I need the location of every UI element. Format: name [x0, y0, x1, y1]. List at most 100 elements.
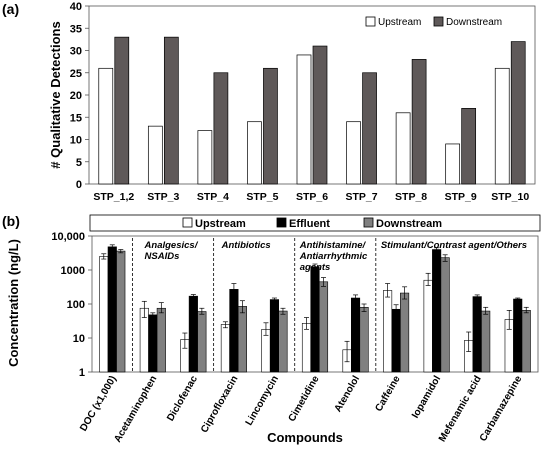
bar-effluent-mefenamic-acid: [472, 296, 482, 373]
bar-upstream-stp-8: [395, 112, 411, 185]
bar-downstream-stp-10: [510, 41, 526, 185]
x-tick-label: STP_3: [147, 191, 179, 203]
bar-effluent-iopamidol: [432, 249, 442, 373]
legend-label-upstream: Upstream: [195, 218, 246, 230]
bar-upstream-ciprofloxacin: [220, 324, 230, 373]
x-tick-label: Carbamazepine: [478, 374, 525, 444]
bar-downstream-stp-9: [461, 107, 477, 185]
legend-swatch-upstream: [182, 217, 193, 228]
y-tick-label: 1: [79, 367, 85, 379]
bar-downstream-diclofenac: [197, 311, 207, 373]
legend-swatch-effluent: [276, 217, 287, 228]
y-tick-label: 10,000: [51, 231, 85, 243]
x-tick-label: STP_10: [491, 191, 529, 203]
legend-swatch-downstream: [433, 16, 444, 27]
panel-b-label: (b): [2, 213, 20, 229]
panel-a-y-axis-title: # Qualitative Detections: [48, 21, 63, 168]
group-label: Antiarrhythmic: [299, 251, 368, 262]
bar-upstream-lincomycin: [261, 329, 271, 373]
bar-downstream-carbamazepine: [521, 310, 531, 373]
y-tick-label: 100: [67, 299, 85, 311]
bar-effluent-cimetidine: [310, 266, 320, 373]
bar-downstream-caffeine: [400, 292, 410, 373]
legend-label-upstream: Upstream: [378, 17, 421, 28]
panel-b-legend: Upstream Effluent Downstream: [182, 217, 442, 230]
legend-swatch-upstream: [365, 16, 376, 27]
y-tick-label: 10: [70, 135, 82, 147]
panel-a-legend: Upstream Downstream: [365, 16, 502, 28]
x-tick-label: STP_7: [346, 191, 378, 203]
bar-downstream-stp-1-2: [114, 36, 130, 185]
bar-effluent-caffeine: [391, 308, 401, 373]
y-tick-label: 35: [70, 23, 82, 35]
x-tick-label: STP_8: [395, 191, 427, 203]
legend-swatch-downstream: [363, 217, 374, 228]
x-tick-label: Mefenamic acid: [437, 374, 484, 444]
legend-label-downstream: Downstream: [376, 218, 442, 230]
y-tick-label: 15: [70, 112, 82, 124]
bar-downstream-stp-8: [411, 59, 427, 185]
y-tick-label: 20: [70, 90, 82, 102]
y-tick-label: 1000: [61, 265, 85, 277]
x-tick-label: Ciprofloxacin: [199, 374, 240, 435]
group-label: Stimulant/Contrast agent/Others: [381, 240, 527, 251]
y-tick-label: 25: [70, 68, 82, 80]
x-tick-label: DOC (x1,000): [78, 374, 119, 433]
bar-effluent-lincomycin: [269, 299, 280, 373]
bar-upstream-caffeine: [383, 290, 393, 373]
legend-label-downstream: Downstream: [446, 17, 502, 28]
bar-upstream-cimetidine: [301, 323, 312, 373]
group-label: Antihistamine/: [299, 240, 367, 251]
x-tick-label: Cimetidine: [287, 374, 322, 424]
panel-b-y-axis-title: Concentration (ng/L): [6, 239, 21, 367]
bar-downstream-stp-5: [263, 67, 278, 185]
panel-a: (a) # Qualitative Detections Upstream Do…: [2, 1, 536, 203]
x-tick-label: Caffeine: [373, 374, 402, 414]
x-tick-label: Acetaminophen: [112, 374, 159, 444]
bar-downstream-atenolol: [359, 306, 369, 373]
bar-upstream-stp-6: [296, 54, 312, 185]
y-tick-label: 40: [70, 1, 82, 13]
group-label: Analgesics/: [144, 240, 199, 251]
bar-downstream-mefenamic-acid: [481, 310, 491, 373]
x-tick-label: STP_4: [197, 191, 229, 203]
bar-downstream-doc-x1-000: [116, 250, 126, 373]
panel-b-marks: 1 10 100 1000 10,000 Analgesics/NSAIDs Antibio…: [51, 231, 531, 444]
y-tick-label: 5: [76, 157, 82, 169]
bar-effluent-atenolol: [350, 297, 361, 373]
bar-effluent-carbamazepine: [513, 298, 523, 373]
x-tick-label: Iopamidol: [410, 374, 443, 421]
bar-effluent-acetaminophen: [148, 314, 158, 373]
legend-label-effluent: Effluent: [289, 218, 330, 230]
x-tick-label: STP_5: [246, 191, 278, 203]
x-tick-label: STP_1,2: [93, 191, 134, 203]
bar-upstream-stp-10: [494, 67, 510, 185]
bar-upstream-doc-x1-000: [99, 256, 109, 373]
group-label: NSAIDs: [145, 251, 180, 262]
bar-downstream-cimetidine: [318, 281, 329, 373]
bar-downstream-stp-6: [312, 45, 328, 185]
bar-upstream-stp-4: [197, 130, 213, 185]
x-tick-label: STP_9: [445, 191, 477, 203]
panel-b: (b) Upstream Effluent Downstream Concent…: [2, 213, 541, 445]
y-tick-label: 0: [76, 179, 82, 191]
panel-a-label: (a): [2, 1, 19, 17]
bar-downstream-ciprofloxacin: [237, 306, 247, 373]
bar-upstream-stp-7: [346, 121, 361, 185]
bar-upstream-stp-9: [445, 143, 461, 185]
x-tick-label: Atenolol: [333, 374, 363, 414]
bar-downstream-acetaminophen: [156, 307, 166, 373]
bar-downstream-stp-3: [163, 36, 179, 185]
bar-downstream-lincomycin: [278, 310, 288, 373]
panel-b-legend-box: [89, 214, 541, 232]
bar-upstream-stp-3: [147, 125, 163, 185]
x-tick-label: Diclofenac: [165, 374, 200, 424]
bar-upstream-stp-5: [247, 121, 262, 185]
bar-downstream-iopamidol: [440, 257, 450, 373]
bar-downstream-stp-4: [213, 72, 229, 185]
x-tick-label: STP_6: [296, 191, 328, 203]
bar-effluent-ciprofloxacin: [229, 289, 239, 373]
group-label: Antibiotics: [221, 240, 271, 251]
panel-a-marks: 0 5 10 15 20 25 30 35 40 STP_1,2 STP_3 STP_4 STP_5 ST…: [70, 1, 530, 203]
